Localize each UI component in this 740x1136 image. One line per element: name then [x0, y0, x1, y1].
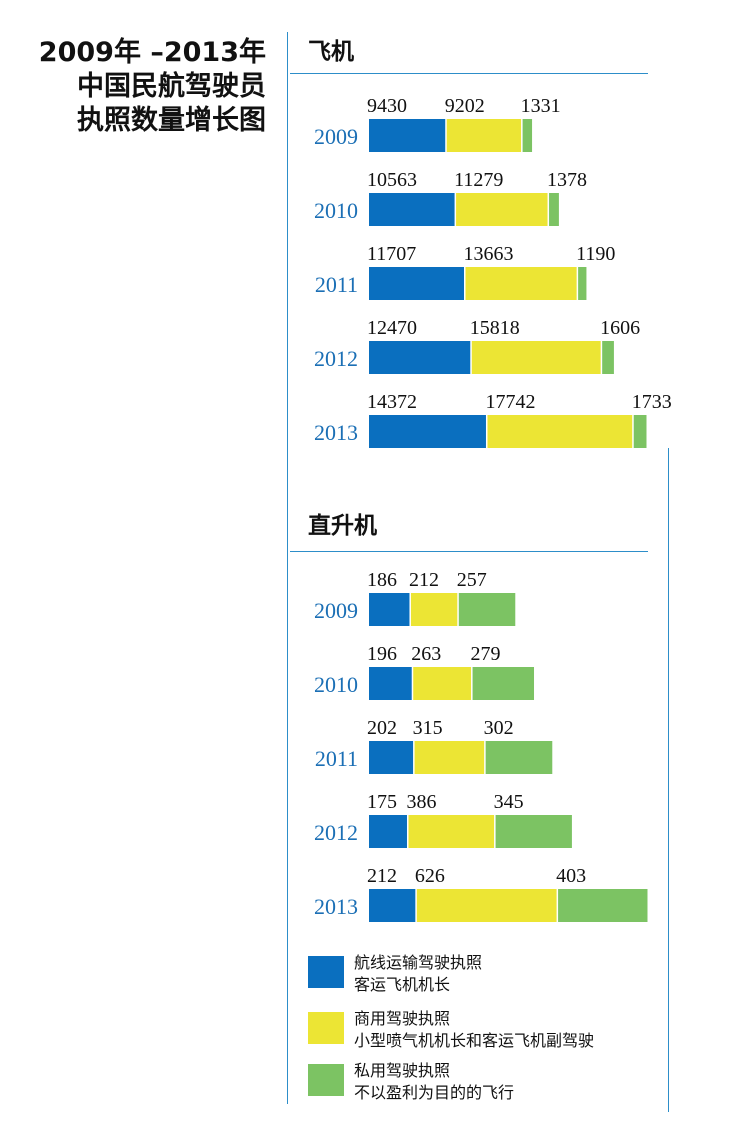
airplane-bar-commercial-2013: [487, 415, 633, 448]
legend-private-line1: 私用驾驶执照: [354, 1061, 451, 1080]
helicopter-stacked-bar-chart: 2009 186 212 257 2010 196 263 279 2011 202 315 302 2…: [314, 569, 648, 922]
airplane-stacked-bar-chart: 2009 9430 9202 1331 2010 10563 11279 1378 2011 11…: [314, 95, 672, 448]
helicopter-bar-commercial-2011: [414, 741, 485, 774]
airplane-value-label-private-2010: 1378: [547, 169, 587, 191]
legend-label-private: 私用驾驶执照 不以盈利为目的的飞行: [354, 1060, 514, 1104]
airplane-value-label-private-2013: 1733: [632, 391, 672, 413]
helicopter-bar-commercial-2009: [410, 593, 458, 626]
helicopter-value-label-private-2010: 279: [471, 643, 501, 665]
helicopter-year-label-2011: 2011: [315, 746, 358, 771]
airplane-value-label-airline-2010: 10563: [367, 169, 417, 191]
airplane-bar-airline-2010: [369, 193, 455, 226]
airplane-bar-commercial-2012: [471, 341, 601, 374]
left-divider-line: [287, 32, 288, 1104]
airplane-value-label-commercial-2009: 9202: [445, 95, 485, 117]
airplane-year-label-2013: 2013: [314, 420, 358, 445]
helicopter-value-label-private-2012: 345: [494, 791, 524, 813]
airplane-value-label-commercial-2013: 17742: [485, 391, 535, 413]
airplane-value-label-commercial-2010: 11279: [454, 169, 503, 191]
helicopter-bar-private-2011: [485, 741, 553, 774]
legend-commercial-line1: 商用驾驶执照: [354, 1009, 451, 1028]
helicopter-value-label-airline-2009: 186: [367, 569, 397, 591]
legend-swatch-airline: [308, 956, 344, 988]
legend-item-private: 私用驾驶执照 不以盈利为目的的飞行: [308, 1060, 668, 1106]
airplane-value-label-airline-2013: 14372: [367, 391, 417, 413]
helicopter-bar-airline-2010: [369, 667, 412, 700]
airplane-value-label-private-2009: 1331: [521, 95, 561, 117]
legend-item-airline: 航线运输驾驶执照 客运飞机机长: [308, 952, 668, 998]
helicopter-value-label-airline-2011: 202: [367, 717, 397, 739]
legend-item-commercial: 商用驾驶执照 小型喷气机机长和客运飞机副驾驶: [308, 1008, 668, 1054]
helicopter-value-label-private-2011: 302: [484, 717, 514, 739]
airplane-bar-commercial-2010: [456, 193, 548, 226]
helicopter-year-label-2010: 2010: [314, 672, 358, 697]
legend-label-airline: 航线运输驾驶执照 客运飞机机长: [354, 952, 482, 996]
helicopter-year-label-2013: 2013: [314, 894, 358, 919]
airplane-bar-private-2010: [549, 193, 559, 226]
airplane-value-label-commercial-2011: 13663: [464, 243, 514, 265]
airplane-year-label-2012: 2012: [314, 346, 358, 371]
helicopter-value-label-commercial-2013: 626: [415, 865, 445, 887]
legend-swatch-commercial: [308, 1012, 344, 1044]
helicopter-bar-commercial-2010: [413, 667, 472, 700]
airplane-value-label-commercial-2012: 15818: [470, 317, 520, 339]
airplane-bar-commercial-2009: [446, 119, 522, 152]
airplane-value-label-private-2012: 1606: [600, 317, 640, 339]
airplane-bar-airline-2009: [369, 119, 446, 152]
chart-title-line-2: 中国民航驾驶员: [77, 71, 266, 102]
helicopter-bar-private-2010: [472, 667, 535, 700]
legend-airline-line2: 客运飞机机长: [354, 975, 451, 994]
helicopter-value-label-commercial-2010: 263: [411, 643, 441, 665]
airplane-bar-private-2009: [522, 119, 533, 152]
helicopter-value-label-airline-2012: 175: [367, 791, 397, 813]
legend-commercial-line2: 小型喷气机机长和客运飞机副驾驶: [354, 1031, 595, 1050]
helicopter-bar-airline-2013: [369, 889, 416, 922]
helicopter-value-label-private-2009: 257: [457, 569, 487, 591]
helicopter-section-title: 直升机: [308, 513, 377, 539]
airplane-value-label-private-2011: 1190: [576, 243, 615, 265]
helicopter-value-label-airline-2010: 196: [367, 643, 397, 665]
helicopter-bar-private-2013: [558, 889, 648, 922]
legend-label-commercial: 商用驾驶执照 小型喷气机机长和客运飞机副驾驶: [354, 1008, 594, 1052]
legend-private-line2: 不以盈利为目的的飞行: [354, 1083, 515, 1102]
helicopter-bar-commercial-2013: [416, 889, 557, 922]
chart-title-line-1: 2009年 –2013年: [38, 37, 266, 68]
helicopter-bar-private-2009: [458, 593, 516, 626]
airplane-value-label-airline-2009: 9430: [367, 95, 407, 117]
helicopter-value-label-commercial-2011: 315: [413, 717, 443, 739]
airplane-bar-private-2012: [602, 341, 614, 374]
legend-airline-line1: 航线运输驾驶执照: [354, 953, 483, 972]
airplane-header-rule: [290, 73, 648, 74]
helicopter-bar-commercial-2012: [408, 815, 495, 848]
airplane-bar-airline-2013: [369, 415, 486, 448]
right-divider-line: [668, 448, 669, 1112]
airplane-bar-airline-2012: [369, 341, 471, 374]
airplane-year-label-2009: 2009: [314, 124, 358, 149]
helicopter-year-label-2012: 2012: [314, 820, 358, 845]
airplane-bar-airline-2011: [369, 267, 465, 300]
airplane-bar-commercial-2011: [465, 267, 577, 300]
legend-swatch-private: [308, 1064, 344, 1096]
airplane-section-title: 飞机: [308, 39, 354, 65]
helicopter-bar-airline-2012: [369, 815, 407, 848]
airplane-value-label-airline-2011: 11707: [367, 243, 416, 265]
helicopter-header-rule: [290, 551, 648, 552]
helicopter-value-label-commercial-2012: 386: [406, 791, 436, 813]
helicopter-value-label-commercial-2009: 212: [409, 569, 439, 591]
helicopter-bar-airline-2011: [369, 741, 414, 774]
chart-title-line-3: 执照数量增长图: [77, 105, 266, 136]
airplane-year-label-2011: 2011: [315, 272, 358, 297]
helicopter-value-label-airline-2013: 212: [367, 865, 397, 887]
airplane-bar-private-2011: [578, 267, 587, 300]
airplane-bar-private-2013: [633, 415, 647, 448]
helicopter-year-label-2009: 2009: [314, 598, 358, 623]
airplane-value-label-airline-2012: 12470: [367, 317, 417, 339]
helicopter-bar-private-2012: [495, 815, 572, 848]
helicopter-value-label-private-2013: 403: [556, 865, 586, 887]
helicopter-bar-airline-2009: [369, 593, 410, 626]
airplane-year-label-2010: 2010: [314, 198, 358, 223]
